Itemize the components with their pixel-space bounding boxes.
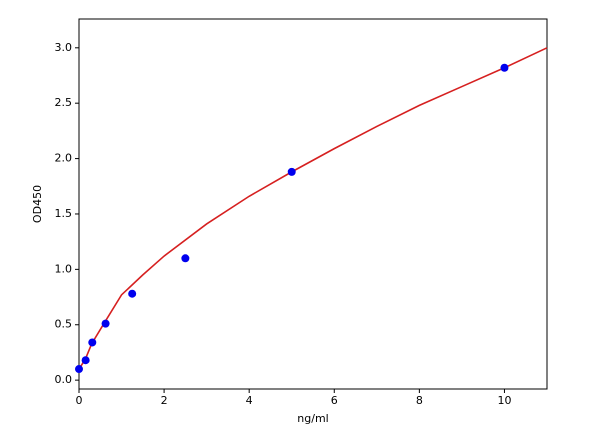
data-point <box>88 338 97 347</box>
data-point <box>500 63 509 72</box>
x-axis-label: ng/ml <box>297 412 328 425</box>
y-tick-label: 0.0 <box>55 373 73 386</box>
data-point <box>75 365 83 374</box>
x-tick-label: 2 <box>161 394 168 407</box>
y-tick-label: 3.0 <box>55 41 73 54</box>
data-point <box>181 254 190 263</box>
y-tick-label: 1.0 <box>55 262 73 275</box>
y-axis-label: OD450 <box>31 185 44 223</box>
x-tick-label: 6 <box>331 394 338 407</box>
y-tick-label: 2.5 <box>55 96 73 109</box>
y-tick-label: 1.5 <box>55 207 73 220</box>
x-tick-label: 4 <box>246 394 253 407</box>
fit-line <box>78 47 548 370</box>
x-tick-label: 0 <box>76 394 83 407</box>
data-point <box>287 167 296 176</box>
y-tick-label: 0.5 <box>55 318 73 331</box>
y-tick-label: 2.0 <box>55 152 73 165</box>
x-tick-label: 8 <box>416 394 423 407</box>
x-tick-label: 10 <box>497 394 511 407</box>
plot-frame <box>78 18 548 390</box>
data-point <box>101 319 110 328</box>
data-point <box>81 356 90 365</box>
data-point <box>128 289 137 298</box>
